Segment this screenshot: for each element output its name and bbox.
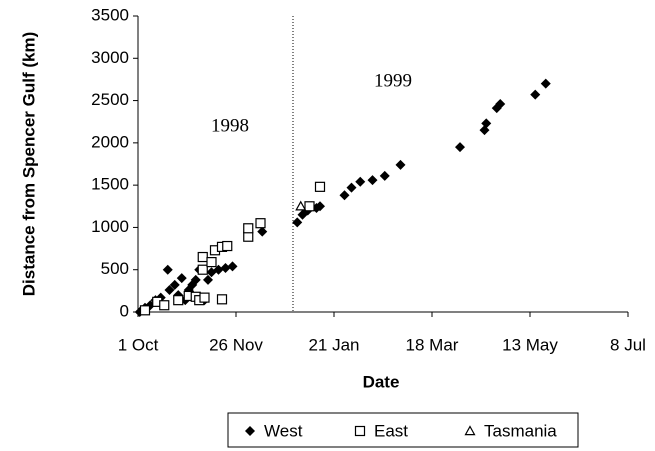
point (530, 89, 541, 100)
point (159, 300, 170, 311)
x-tick-label: 18 Mar (406, 335, 459, 354)
x-tick-label: 8 Jul (610, 335, 646, 354)
x-tick-label: 21 Jan (308, 335, 359, 354)
point (213, 264, 224, 275)
point (197, 264, 208, 275)
x-tick-label: 1 Oct (118, 335, 159, 354)
point (164, 285, 175, 296)
point (206, 257, 217, 268)
point (355, 176, 366, 187)
point (162, 264, 173, 275)
point (203, 274, 213, 285)
y-tick-label: 3000 (91, 48, 129, 67)
y-axis-label: Distance from Spencer Gulf (km) (19, 32, 38, 297)
point (222, 240, 233, 252)
point (395, 159, 406, 170)
point (367, 175, 378, 186)
y-tick-label: 1500 (91, 175, 129, 194)
point (314, 181, 326, 192)
legend-label: Tasmania (484, 421, 557, 440)
point (257, 226, 268, 237)
legend-box (227, 412, 579, 448)
legend-marker (354, 425, 366, 437)
y-tick-label: 2000 (91, 132, 129, 151)
point (495, 98, 506, 109)
point (220, 263, 231, 274)
y-tick-label: 1000 (91, 217, 129, 236)
legend-marker (245, 426, 255, 436)
point (173, 295, 184, 306)
point (315, 201, 325, 212)
point (227, 261, 238, 272)
point (455, 142, 465, 153)
legend-label: West (264, 421, 303, 440)
point (190, 274, 201, 285)
point (255, 218, 266, 229)
annotation: 1998 (211, 115, 249, 136)
point (339, 190, 350, 201)
point (197, 251, 208, 263)
annotation: 1999 (374, 70, 412, 91)
legend-label: East (374, 421, 408, 440)
legend-marker (464, 425, 476, 436)
point (379, 170, 390, 181)
x-tick-label: 13 May (502, 335, 558, 354)
y-tick-label: 500 (101, 259, 129, 278)
y-tick-label: 0 (120, 301, 129, 320)
point (176, 273, 187, 284)
point (199, 292, 210, 303)
point (479, 125, 490, 136)
point (292, 217, 303, 228)
point (243, 223, 254, 234)
point (169, 279, 180, 290)
point (540, 78, 551, 89)
point (216, 294, 228, 305)
point (295, 200, 307, 211)
x-tick-label: 26 Nov (209, 335, 263, 354)
x-axis-label: Date (363, 372, 400, 391)
point (304, 201, 315, 212)
point (481, 118, 492, 129)
y-tick-label: 3500 (91, 5, 129, 24)
y-tick-label: 2500 (91, 90, 129, 109)
point (243, 231, 254, 242)
point (346, 182, 357, 193)
point (139, 305, 151, 316)
